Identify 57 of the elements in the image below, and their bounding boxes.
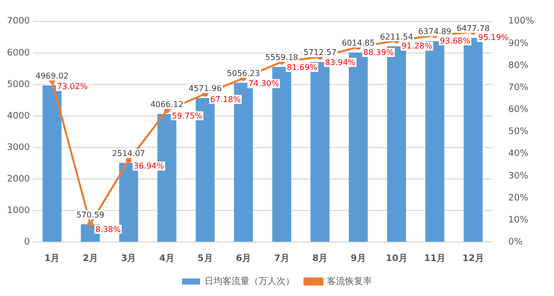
data-label: 59.75% bbox=[172, 111, 203, 120]
y-tick-label: 2000 bbox=[7, 174, 30, 184]
y-tick-label: 6000 bbox=[7, 48, 30, 58]
data-label: 2514.07 bbox=[112, 148, 146, 158]
y2-tick-label: 10% bbox=[508, 215, 529, 226]
y2-tick-label: 90% bbox=[508, 38, 529, 49]
y-tick-label: 7000 bbox=[7, 16, 30, 27]
x-tick-label: 3月 bbox=[120, 252, 136, 264]
data-label: 4571.96 bbox=[188, 84, 222, 94]
y-tick-label: 4000 bbox=[7, 111, 30, 122]
x-tick-label: 8月 bbox=[312, 252, 328, 264]
data-label: 93.68% bbox=[440, 36, 471, 46]
data-label: 570.59 bbox=[76, 210, 104, 220]
y2-tick-label: 80% bbox=[508, 60, 529, 71]
data-label: 74.30% bbox=[248, 79, 280, 88]
x-tick-label: 7月 bbox=[274, 252, 290, 264]
x-tick-label: 11月 bbox=[424, 252, 446, 264]
y2-tick-label: 20% bbox=[508, 193, 529, 204]
y2-tick-label: 60% bbox=[508, 105, 529, 116]
y2-tick-label: 0% bbox=[508, 238, 523, 248]
legend-label: 日均客流量（万人次） bbox=[204, 276, 294, 287]
y-tick-label: 5000 bbox=[7, 80, 30, 90]
data-label: 95.19% bbox=[478, 33, 510, 42]
data-label: 91.28% bbox=[402, 42, 432, 51]
data-label: 5559.18 bbox=[265, 52, 298, 62]
data-label: 8.38% bbox=[95, 224, 122, 234]
data-label: 6211.54 bbox=[380, 32, 414, 42]
data-label: 36.94% bbox=[134, 162, 165, 171]
data-label: 5056.23 bbox=[226, 68, 260, 78]
y-tick-label: 1000 bbox=[7, 206, 30, 216]
x-tick-label: 9月 bbox=[350, 252, 366, 264]
data-label: 6477.78 bbox=[456, 24, 490, 33]
data-label: 81.69% bbox=[286, 62, 318, 72]
data-label: 67.18% bbox=[210, 94, 242, 104]
y2-tick-label: 40% bbox=[508, 149, 529, 160]
data-label: 5712.57 bbox=[303, 48, 337, 58]
data-label: 88.39% bbox=[363, 48, 394, 58]
data-label: 6014.85 bbox=[342, 38, 375, 48]
data-label: 83.94% bbox=[325, 58, 356, 67]
y2-tick-label: 100% bbox=[508, 16, 534, 27]
y2-tick-label: 50% bbox=[508, 127, 529, 138]
x-tick-label: 4月 bbox=[159, 252, 175, 264]
x-tick-label: 6月 bbox=[236, 252, 252, 264]
y-tick-label: 3000 bbox=[7, 142, 30, 153]
x-tick-label: 1月 bbox=[44, 252, 60, 264]
x-tick-label: 5月 bbox=[198, 252, 213, 264]
data-label: 73.02% bbox=[57, 82, 88, 92]
x-tick-label: 2月 bbox=[82, 252, 98, 264]
x-tick-label: 10月 bbox=[386, 252, 408, 264]
y2-tick-label: 70% bbox=[508, 82, 529, 93]
y-tick-label: 0 bbox=[24, 238, 30, 248]
y2-tick-label: 30% bbox=[508, 171, 529, 182]
data-label: 6374.89 bbox=[418, 27, 452, 36]
x-tick-label: 12月 bbox=[462, 252, 484, 264]
data-label: 4969.02 bbox=[36, 72, 69, 81]
data-label: 4066.12 bbox=[150, 100, 184, 110]
legend-label: 客流恢复率 bbox=[327, 276, 372, 287]
